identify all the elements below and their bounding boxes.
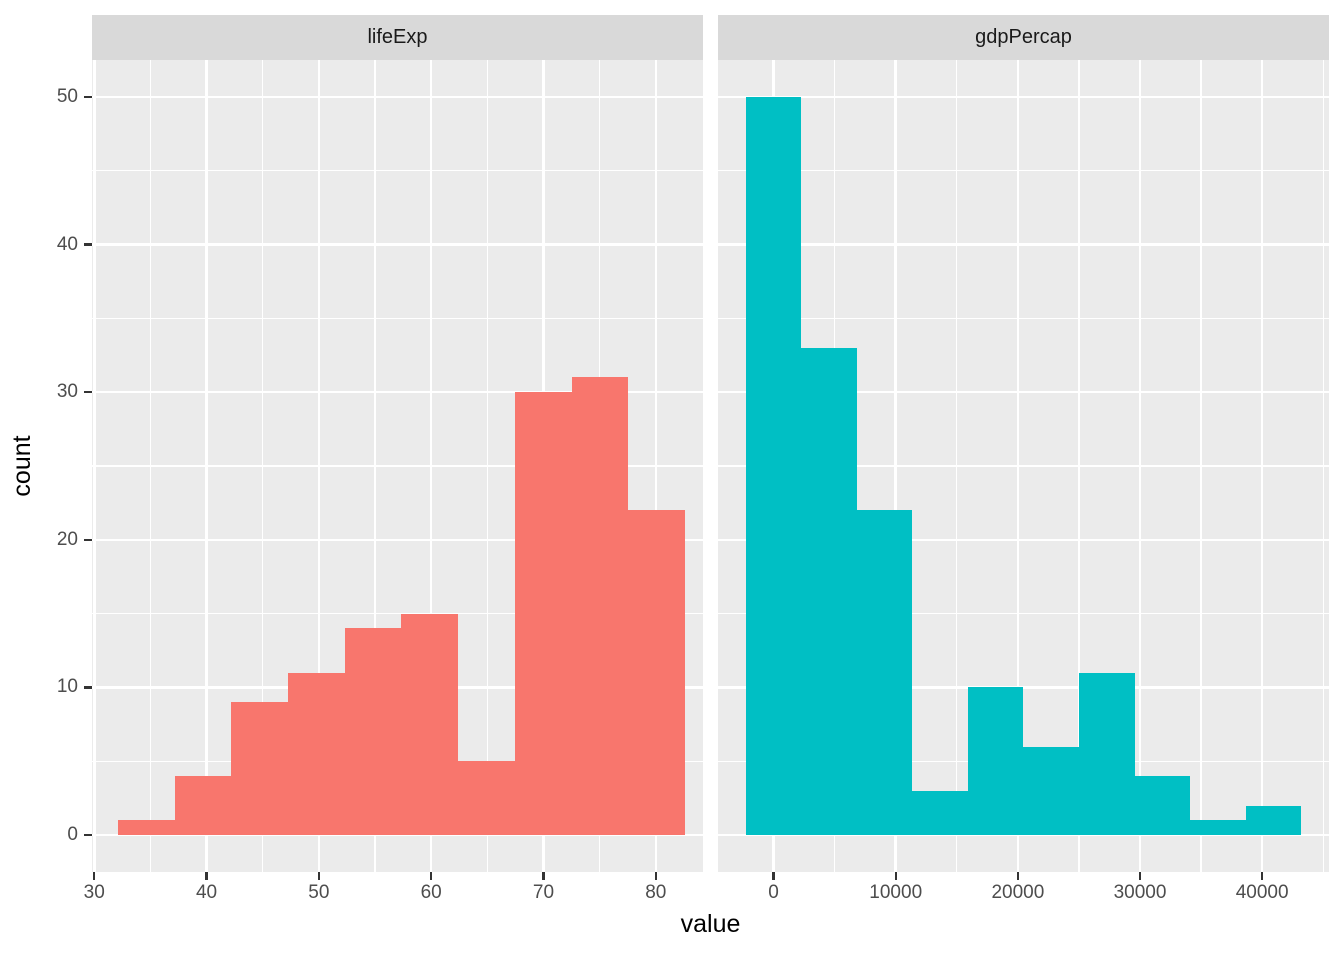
y-major-gridline: [718, 95, 1329, 99]
histogram-bar: [117, 820, 175, 836]
x-major-gridline: [1016, 60, 1020, 872]
y-minor-gridline: [92, 612, 703, 615]
histogram-bar: [967, 687, 1024, 836]
histogram-bar: [856, 510, 913, 836]
histogram-bar: [1134, 776, 1191, 836]
y-tick-mark: [84, 390, 92, 394]
y-tick-label: 10: [56, 676, 78, 698]
x-tick-label: 60: [420, 882, 442, 903]
histogram-bar: [231, 702, 288, 836]
x-tick-mark: [205, 872, 208, 880]
y-minor-gridline: [718, 317, 1329, 319]
histogram-bar: [458, 761, 515, 836]
y-minor-gridline: [92, 317, 703, 319]
histogram-bar: [912, 790, 968, 836]
panel-gdpPercap: [718, 60, 1329, 872]
y-tick-mark: [84, 95, 92, 99]
x-major-gridline: [894, 60, 897, 872]
y-tick-label: 40: [56, 233, 78, 255]
histogram-bar: [514, 392, 572, 836]
histogram-bar: [1023, 746, 1080, 836]
x-tick-label: 40: [195, 882, 218, 903]
x-major-gridline: [205, 60, 208, 872]
facet-strip-lifeExp: lifeExp: [92, 15, 703, 60]
histogram-bar: [745, 96, 802, 836]
histogram-bar: [801, 347, 857, 836]
histogram-bar: [1190, 820, 1246, 836]
y-tick-mark: [84, 243, 92, 246]
panel-lifeExp: [92, 60, 703, 872]
y-major-gridline: [92, 833, 703, 837]
y-minor-gridline: [718, 465, 1329, 467]
facet-strip-gdpPercap: gdpPercap: [718, 15, 1329, 60]
x-major-gridline: [317, 60, 321, 872]
y-minor-gridline: [92, 465, 703, 467]
y-tick-label: 20: [56, 528, 78, 550]
y-tick-mark: [84, 538, 92, 541]
y-major-gridline: [718, 686, 1329, 689]
x-major-gridline: [654, 60, 658, 872]
y-major-gridline: [718, 538, 1329, 542]
x-tick-mark: [1138, 872, 1142, 880]
histogram-bar: [1245, 805, 1302, 836]
histogram-bar: [174, 776, 232, 836]
x-tick-label: 30000: [1113, 882, 1167, 903]
x-tick-label: 80: [645, 882, 667, 903]
x-major-gridline: [1138, 60, 1142, 872]
x-tick-label: 40000: [1235, 882, 1289, 903]
facet-strip-label: lifeExp: [367, 26, 428, 48]
y-major-gridline: [92, 95, 703, 99]
histogram-bar: [1079, 672, 1135, 836]
x-tick-label: 50: [308, 882, 330, 903]
x-tick-label: 30: [83, 882, 105, 903]
y-minor-gridline: [718, 612, 1329, 615]
facet-strip-label: gdpPercap: [975, 26, 1072, 48]
x-tick-mark: [1016, 872, 1020, 880]
x-tick-mark: [894, 872, 897, 880]
x-tick-mark: [654, 872, 658, 880]
x-tick-mark: [1260, 872, 1264, 880]
y-major-gridline: [718, 390, 1329, 394]
y-tick-label: 30: [56, 381, 78, 403]
y-major-gridline: [718, 243, 1329, 246]
x-major-gridline: [429, 60, 433, 872]
x-tick-label: 20000: [991, 882, 1045, 903]
y-tick-label: 50: [56, 85, 78, 107]
x-tick-label: 0: [768, 882, 779, 903]
y-minor-gridline: [718, 170, 1329, 172]
x-axis-title: value: [680, 910, 741, 938]
y-tick-label: 0: [67, 824, 78, 846]
histogram-bar: [628, 510, 686, 836]
y-major-gridline: [92, 390, 703, 394]
y-minor-gridline: [92, 170, 703, 172]
x-major-gridline: [92, 60, 96, 872]
histogram-bar: [287, 672, 345, 836]
y-major-gridline: [92, 243, 703, 246]
histogram-bar: [401, 613, 459, 836]
x-tick-label: 70: [532, 882, 555, 903]
x-tick-mark: [93, 872, 96, 880]
y-major-gridline: [92, 538, 703, 542]
x-major-gridline: [1260, 60, 1264, 872]
histogram-bar: [571, 377, 629, 836]
x-tick-mark: [317, 872, 321, 880]
histogram-bar: [344, 628, 402, 836]
x-tick-label: 10000: [869, 882, 923, 903]
x-tick-mark: [772, 872, 775, 880]
y-tick-mark: [84, 833, 92, 837]
x-tick-mark: [429, 872, 433, 880]
x-tick-mark: [542, 872, 545, 880]
y-axis-title: count: [8, 435, 36, 497]
y-tick-mark: [84, 686, 92, 689]
y-major-gridline: [718, 833, 1329, 837]
